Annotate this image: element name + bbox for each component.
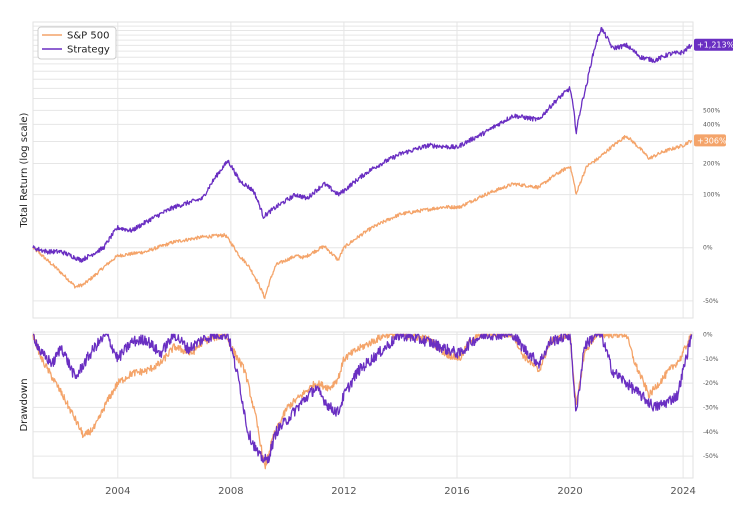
series-line-s-p-500: [32, 134, 693, 300]
legend-entry-label: S&P 500: [67, 31, 109, 42]
bottom-grid: [33, 332, 693, 478]
top-y-tick-label: -50%: [703, 298, 719, 305]
end-label-text: +1,213%: [697, 41, 733, 50]
top-y-tick-label: 500%: [703, 107, 720, 114]
top-y-ticks: -50% 0% 100% 200% 400% 500%: [703, 107, 720, 305]
end-label: +306%: [694, 134, 727, 147]
legend: S&P 500 Strategy: [37, 26, 117, 60]
end-label-badge: [694, 38, 733, 51]
x-tick-label: 2012: [331, 486, 356, 497]
bottom-y-tick-label: -50%: [703, 453, 719, 460]
series-line-strategy: [32, 27, 693, 263]
top-grid: [33, 22, 693, 318]
x-tick-label: 2008: [218, 486, 243, 497]
bottom-panel: 0%-10%-20%-30%-40%-50% 2004 2008 2012 2016 2…: [19, 331, 719, 497]
bottom-x-ticks: 2004 2008 2012 2016 2020 2024: [105, 486, 696, 497]
drawdown-line-s-p-500: [32, 333, 692, 470]
end-label: +1,213%: [694, 38, 733, 51]
top-panel-frame: [32, 21, 694, 319]
top-lines: [32, 27, 693, 300]
bottom-y-tick-label: -40%: [703, 429, 719, 436]
end-label-badge: [694, 134, 726, 147]
bottom-y-ticks: 0% -10% -20% -30% -40% -50%: [703, 331, 719, 460]
bottom-y-axis-title: Drawdown: [19, 378, 30, 431]
legend-entry-label: Strategy: [67, 45, 110, 56]
bottom-y-tick-label: 0%: [703, 331, 713, 338]
bottom-lines: [32, 333, 693, 470]
end-label-text: +306%: [697, 136, 727, 145]
x-tick-label: 2020: [557, 486, 582, 497]
top-y-tick-label: 100%: [703, 192, 720, 199]
top-y-tick-label: 200%: [703, 161, 720, 168]
x-tick-label: 2004: [105, 486, 130, 497]
bottom-panel-frame: [32, 331, 694, 479]
top-y-tick-label: 0%: [703, 245, 713, 252]
bottom-y-tick-label: -30%: [703, 404, 719, 411]
bottom-y-tick-label: -10%: [703, 356, 719, 363]
top-y-tick-label: 400%: [703, 121, 720, 128]
top-end-labels: +306% +1,213%: [694, 38, 733, 147]
top-y-axis-title: Total Return (log scale): [19, 112, 30, 228]
x-tick-label: 2024: [670, 486, 695, 497]
x-tick-label: 2016: [444, 486, 469, 497]
top-panel: -50% 0% 100% 200% 400% 500% +306% +1,213% Tota…: [19, 21, 733, 319]
bottom-y-tick-label: -20%: [703, 380, 719, 387]
drawdown-line-strategy: [32, 333, 693, 464]
